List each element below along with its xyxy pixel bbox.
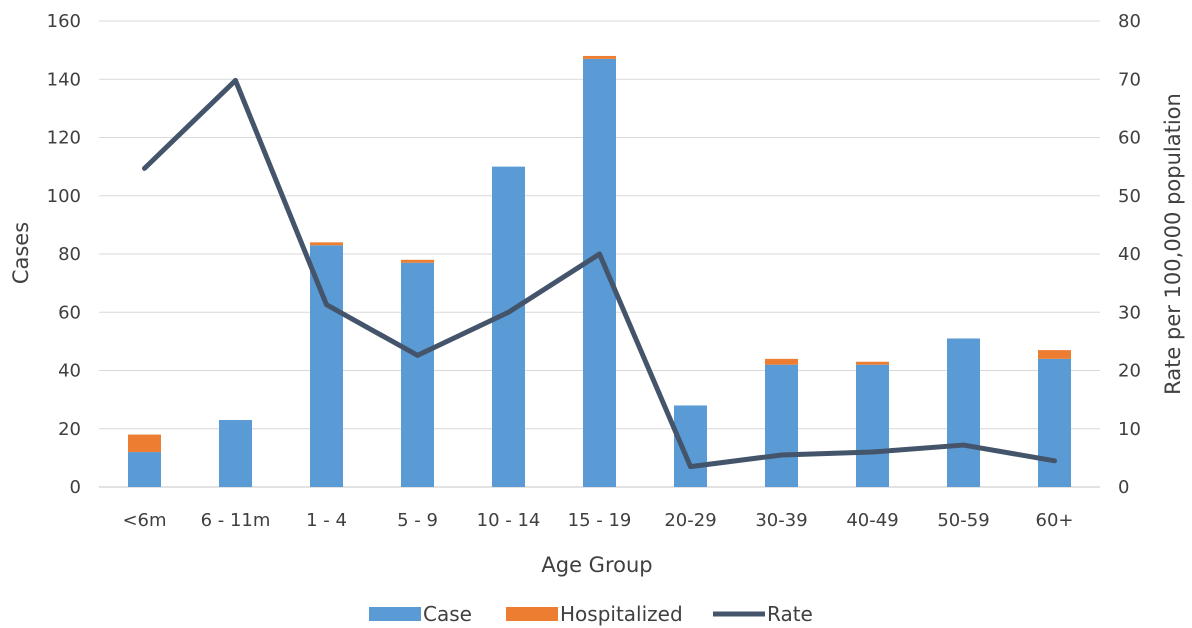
bar-case [765,364,798,487]
bar-case [856,364,889,487]
bar-case [1038,358,1071,487]
rate-line-group [142,77,1057,470]
x-tick-label: 1 - 4 [306,510,347,531]
legend-swatch-hospitalized [506,607,558,621]
bar-hospitalized [1038,350,1071,359]
x-tick-label: 60+ [1036,510,1074,531]
bar-case [583,58,616,488]
bar-hospitalized [765,358,798,365]
y-tick-label: 160 [47,11,81,32]
x-tick-label: 20-29 [664,510,716,531]
bars [128,55,1071,488]
bar-hospitalized [583,55,616,59]
bar-case [947,338,980,487]
x-axis-title: Age Group [541,553,652,577]
y-tick-label: 60 [58,302,81,323]
y2-tick-label: 0 [1118,477,1129,498]
y-axis-right: 0 10 20 30 40 50 60 70 80 [1118,11,1141,498]
y2-tick-label: 40 [1118,244,1141,265]
y2-axis-title: Rate per 100,000 population [1161,93,1185,395]
y2-tick-label: 80 [1118,11,1141,32]
legend-label-hospitalized: Hospitalized [560,602,683,626]
y-axis-title: Cases [9,222,33,284]
y2-tick-label: 60 [1118,128,1141,149]
x-tick-label: 10 - 14 [477,510,541,531]
bar-hospitalized [310,242,343,246]
y2-tick-label: 20 [1118,361,1141,382]
y2-tick-label: 30 [1118,302,1141,323]
bar-hospitalized [128,434,161,453]
x-tick-label: 40-49 [846,510,898,531]
y-axis-left: 0 20 40 60 80 100 120 140 160 [47,11,81,498]
legend-label-rate: Rate [767,602,813,626]
x-tick-label: 5 - 9 [397,510,438,531]
y-tick-label: 140 [47,69,81,90]
legend-swatch-case [369,607,421,621]
legend: Case Hospitalized Rate [369,602,813,626]
x-tick-label: 15 - 19 [568,510,632,531]
bar-case [219,420,252,487]
bar-hospitalized [401,259,434,263]
x-tick-label: 50-59 [937,510,989,531]
y-tick-label: 100 [47,186,81,207]
bar-hospitalized [856,361,889,365]
y-tick-label: 20 [58,419,81,440]
y-tick-label: 120 [47,128,81,149]
y-tick-label: 80 [58,244,81,265]
x-tick-label: <6m [122,510,166,531]
legend-label-case: Case [423,602,472,626]
bar-case [310,245,343,487]
bar-case [401,262,434,487]
bar-case [128,452,161,487]
y2-tick-label: 50 [1118,186,1141,207]
y2-tick-label: 10 [1118,419,1141,440]
rate-line [142,77,1057,470]
bar-case [492,166,525,487]
y2-tick-label: 70 [1118,69,1141,90]
y-tick-label: 0 [70,477,81,498]
x-axis: <6m 6 - 11m 1 - 4 5 - 9 10 - 14 15 - 19 20-29 3… [122,510,1073,531]
bar-case [674,405,707,487]
x-tick-label: 6 - 11m [201,510,271,531]
x-tick-label: 30-39 [755,510,807,531]
y-tick-label: 40 [58,361,81,382]
